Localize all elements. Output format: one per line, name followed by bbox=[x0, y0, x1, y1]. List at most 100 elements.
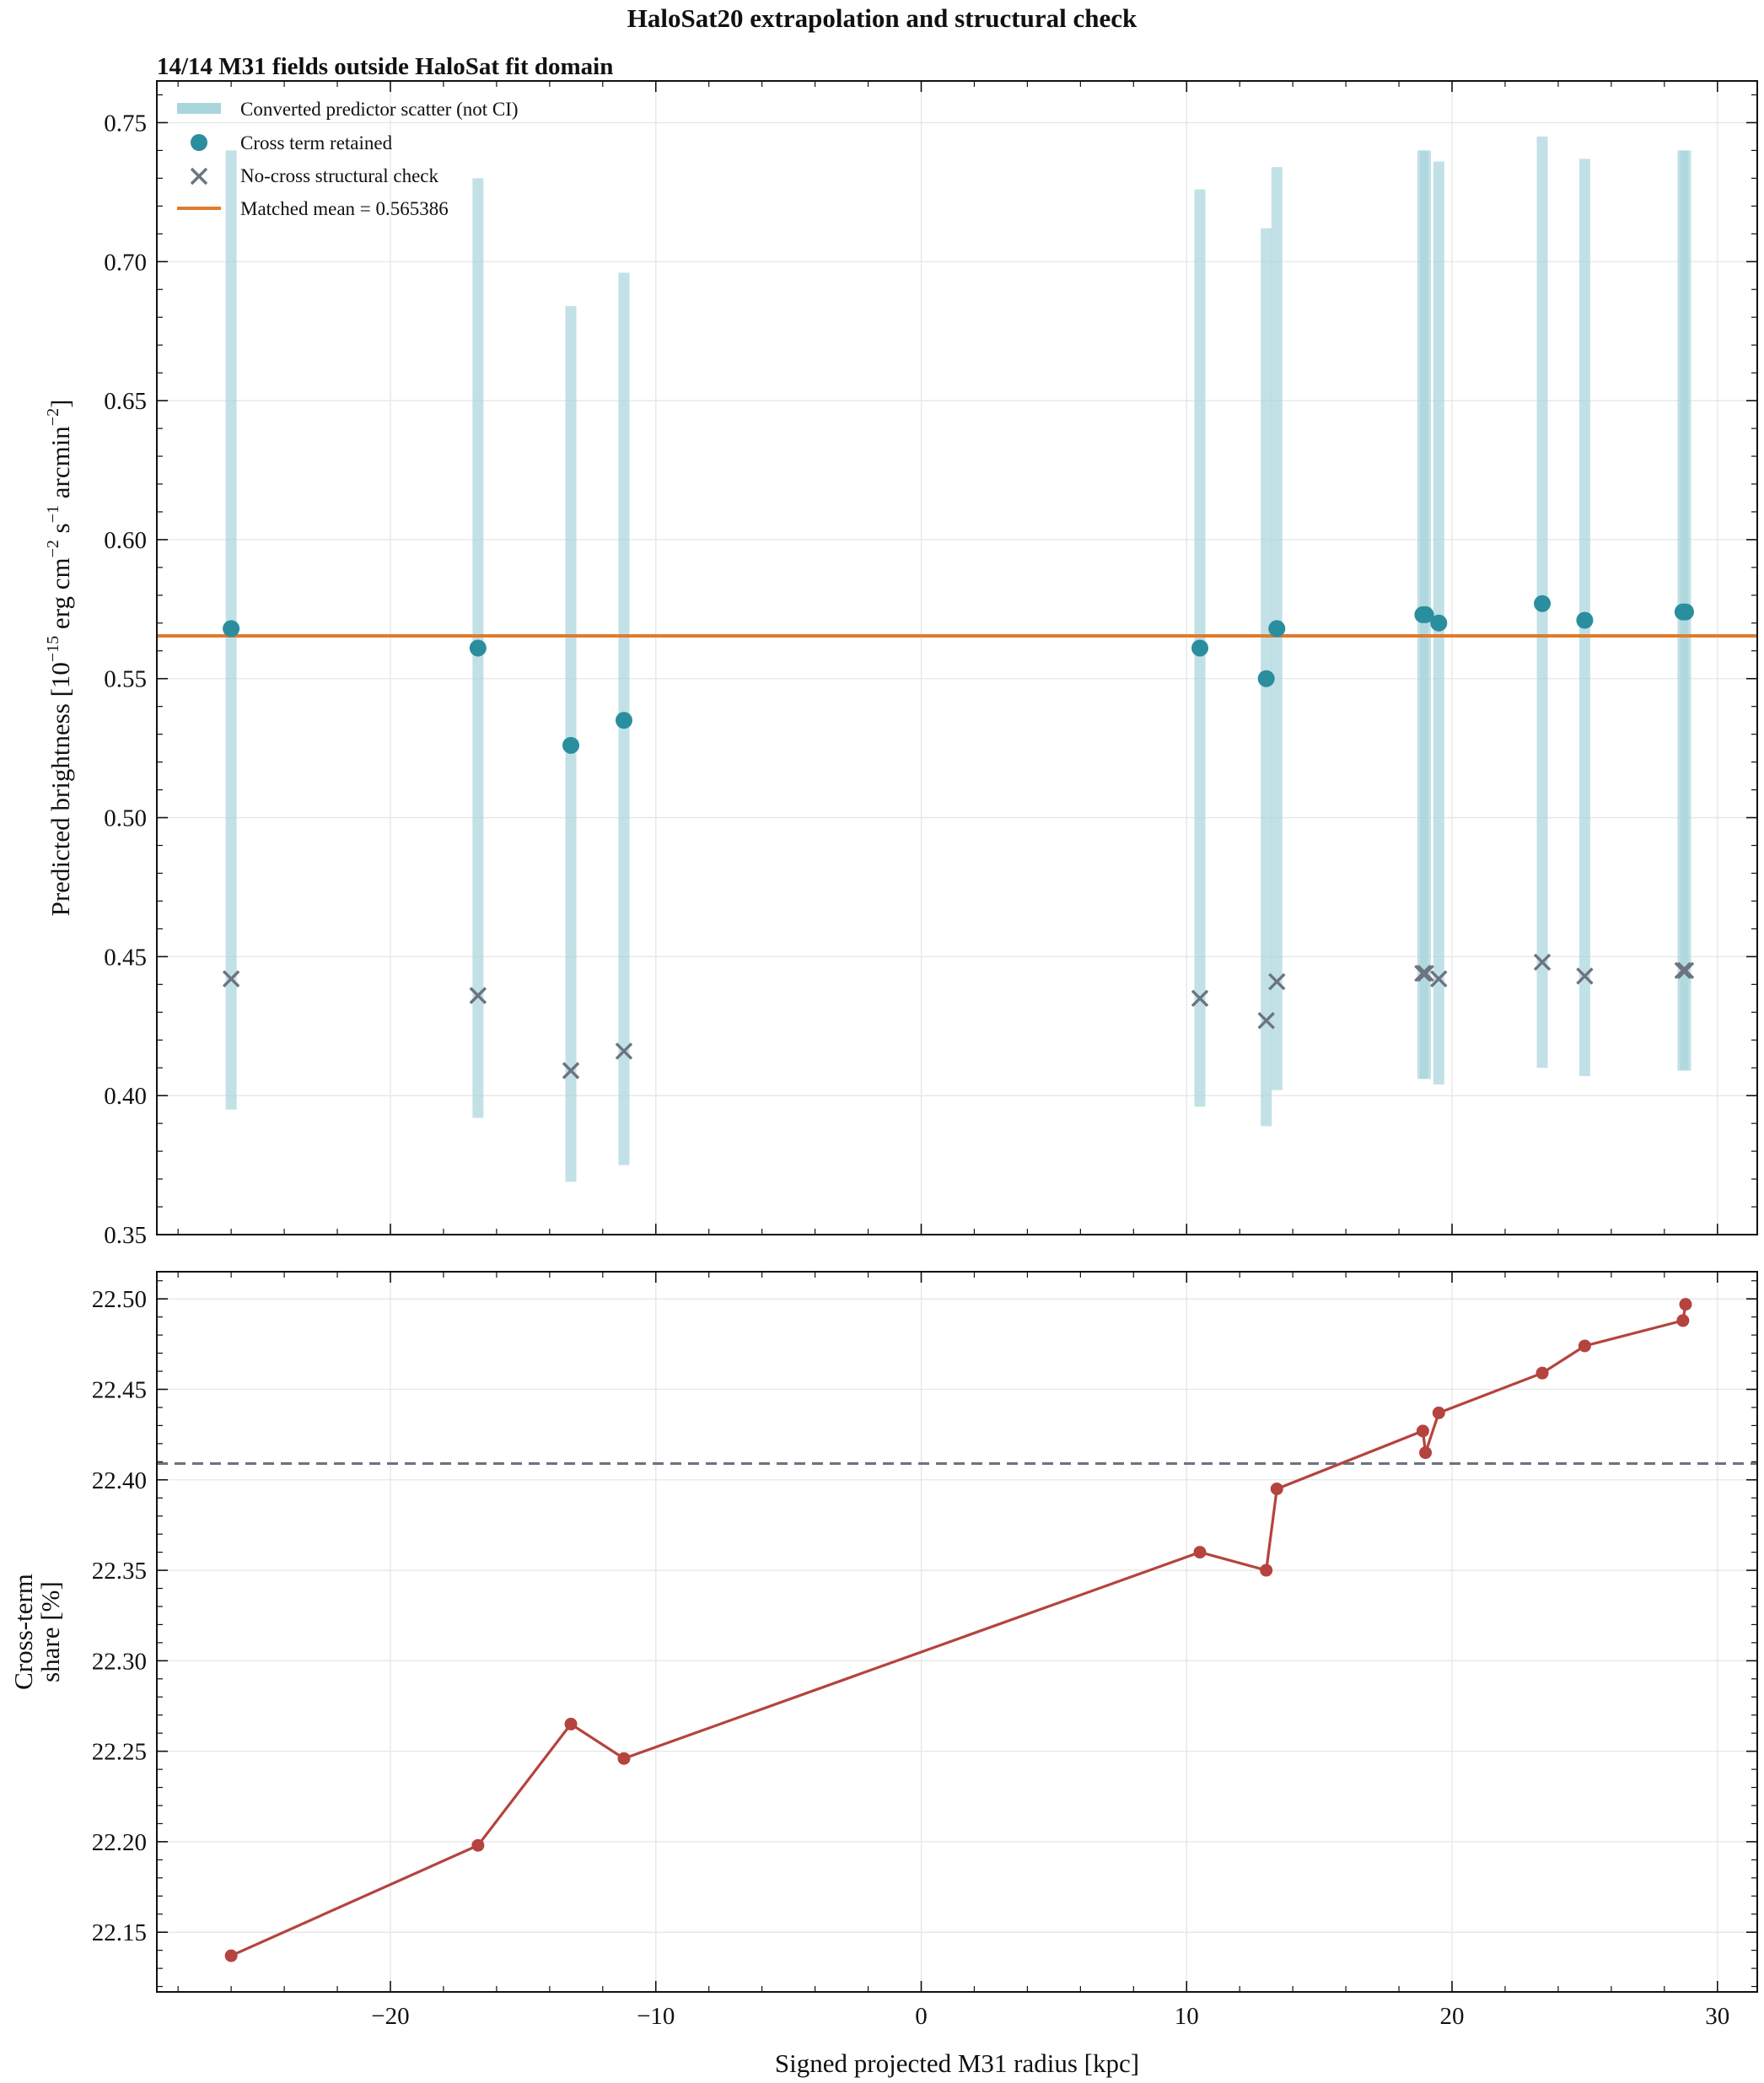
bottom-ytick-label: 22.25 bbox=[92, 1739, 147, 1766]
no-cross-marker bbox=[1674, 961, 1692, 980]
top-ytick-label: 0.55 bbox=[104, 666, 147, 693]
bottom-x-axis-label: Signed projected M31 radius [kpc] bbox=[775, 2048, 1139, 2078]
no-cross-marker bbox=[1576, 967, 1594, 985]
cross-term-share-point bbox=[1270, 1482, 1283, 1495]
bottom-ytick-label: 22.45 bbox=[92, 1376, 147, 1403]
bottom-y-axis-label-line1: Cross-term bbox=[8, 1574, 38, 1690]
cross-term-share-point bbox=[564, 1717, 578, 1730]
top-ytick-label: 0.35 bbox=[104, 1222, 147, 1249]
cross-term-share-point bbox=[224, 1949, 238, 1962]
cross-term-point bbox=[1257, 670, 1275, 687]
bottom-xtick-label: 0 bbox=[915, 2003, 928, 2030]
bottom-plot-frame bbox=[156, 1271, 1758, 1993]
cross-term-point bbox=[1268, 620, 1286, 638]
bottom-ytick-label: 22.40 bbox=[92, 1467, 147, 1494]
no-cross-marker bbox=[1417, 964, 1434, 982]
no-cross-marker bbox=[562, 1062, 580, 1079]
cross-term-point bbox=[469, 639, 487, 657]
no-cross-marker-stroke bbox=[1268, 972, 1286, 991]
no-cross-marker bbox=[1191, 989, 1209, 1008]
no-cross-marker bbox=[469, 987, 487, 1004]
no-cross-marker bbox=[1257, 1011, 1275, 1030]
top-ytick-label: 0.40 bbox=[104, 1083, 147, 1110]
cross-term-share-point bbox=[1193, 1546, 1207, 1559]
top-plot-frame bbox=[156, 80, 1758, 1235]
legend: Converted predictor scatter (not CI) Cro… bbox=[177, 99, 519, 219]
cross-term-point bbox=[562, 736, 580, 754]
cross-term-point bbox=[223, 620, 240, 638]
bottom-xtick-label: −10 bbox=[637, 2003, 675, 2030]
cross-term-share-point bbox=[471, 1838, 485, 1852]
no-cross-marker-stroke bbox=[1674, 961, 1692, 980]
cross-term-point bbox=[1417, 606, 1434, 623]
cross-term-share-point bbox=[1578, 1339, 1591, 1353]
cross-term-point bbox=[1534, 595, 1552, 612]
bottom-ticks: −20 −10 0 10 20 30 22.15 22.20 22.25 22.30 22.35 22… bbox=[92, 1272, 1757, 2030]
cross-term-share-line bbox=[230, 1304, 1687, 1957]
legend-label-cross-term: Cross term retained bbox=[240, 132, 393, 153]
cross-term-share-point bbox=[1419, 1446, 1433, 1460]
top-y-axis-label: Predicted brightness [10−15 erg cm−2 s−1… bbox=[44, 400, 75, 917]
bottom-grid bbox=[157, 1272, 1757, 1992]
top-ytick-label: 0.60 bbox=[104, 527, 147, 554]
bottom-series bbox=[157, 1298, 1757, 1962]
top-panel: 14/14 M31 fields outside HaloSat fit dom… bbox=[44, 53, 1758, 1249]
legend-swatch-no-cross bbox=[190, 167, 208, 186]
figure-suptitle: HaloSat20 extrapolation and structural c… bbox=[627, 3, 1137, 33]
no-cross-marker bbox=[222, 970, 240, 988]
no-cross-marker-stroke bbox=[1414, 964, 1432, 982]
no-cross-marker-stroke bbox=[1191, 989, 1209, 1008]
cross-term-share-point bbox=[1260, 1564, 1273, 1577]
cross-term-point bbox=[615, 712, 632, 729]
cross-term-point bbox=[1576, 611, 1594, 629]
top-ytick-label: 0.65 bbox=[104, 388, 147, 415]
bottom-xtick-label: 20 bbox=[1440, 2003, 1465, 2030]
bottom-ytick-label: 22.30 bbox=[92, 1648, 147, 1675]
no-cross-marker-stroke bbox=[1576, 967, 1594, 985]
bottom-xtick-label: −20 bbox=[371, 2003, 409, 2030]
bottom-xtick-label: 30 bbox=[1705, 2003, 1729, 2030]
no-cross-marker-stroke bbox=[1417, 964, 1434, 982]
top-ticks: 0.35 0.40 0.45 0.50 0.55 0.60 0.65 0.70 0.75 bbox=[104, 81, 1757, 1249]
legend-swatch-cross-term bbox=[191, 134, 207, 151]
cross-term-point bbox=[1677, 603, 1695, 621]
no-cross-marker-stroke bbox=[469, 987, 487, 1004]
legend-label-scatter: Converted predictor scatter (not CI) bbox=[240, 99, 519, 120]
cross-term-share-point bbox=[1679, 1298, 1692, 1311]
cross-term-share-point bbox=[617, 1752, 631, 1765]
top-panel-title: 14/14 M31 fields outside HaloSat fit dom… bbox=[157, 53, 613, 80]
no-cross-marker-stroke bbox=[222, 970, 240, 988]
cross-term-point bbox=[1430, 614, 1448, 632]
no-cross-marker-stroke bbox=[1533, 953, 1552, 972]
no-cross-marker-stroke bbox=[1257, 1011, 1275, 1030]
top-grid bbox=[157, 81, 1757, 1235]
no-cross-marker bbox=[1430, 970, 1448, 988]
no-cross-marker bbox=[1533, 953, 1552, 972]
bottom-ytick-label: 22.20 bbox=[92, 1829, 147, 1856]
top-series bbox=[157, 136, 1757, 1182]
bottom-ytick-label: 22.35 bbox=[92, 1558, 147, 1585]
no-cross-marker bbox=[615, 1042, 633, 1060]
no-cross-marker-stroke bbox=[615, 1042, 633, 1060]
cross-term-share-point bbox=[1535, 1366, 1549, 1380]
top-ytick-label: 0.75 bbox=[104, 110, 147, 137]
no-cross-marker-stroke bbox=[562, 1062, 580, 1079]
legend-swatch-scatter bbox=[177, 103, 221, 114]
legend-label-matched-mean: Matched mean = 0.565386 bbox=[240, 198, 449, 219]
no-cross-marker bbox=[1268, 972, 1286, 991]
no-cross-marker-stroke bbox=[1430, 970, 1448, 988]
bottom-ytick-label: 22.50 bbox=[92, 1286, 147, 1313]
top-ytick-label: 0.70 bbox=[104, 249, 147, 276]
top-ytick-label: 0.45 bbox=[104, 944, 147, 971]
cross-term-share-point bbox=[1432, 1406, 1445, 1419]
no-cross-marker bbox=[1414, 964, 1432, 982]
top-ytick-label: 0.50 bbox=[104, 805, 147, 832]
bottom-panel: −20 −10 0 10 20 30 22.15 22.20 22.25 22.30 22.35 22… bbox=[8, 1271, 1758, 2078]
bottom-xtick-label: 10 bbox=[1175, 2003, 1199, 2030]
legend-label-no-cross: No-cross structural check bbox=[240, 165, 439, 186]
cross-term-share-point bbox=[1416, 1424, 1429, 1438]
no-cross-marker-stroke bbox=[1676, 961, 1695, 980]
cross-term-share-point bbox=[1676, 1314, 1690, 1327]
bottom-ytick-label: 22.15 bbox=[92, 1919, 147, 1946]
